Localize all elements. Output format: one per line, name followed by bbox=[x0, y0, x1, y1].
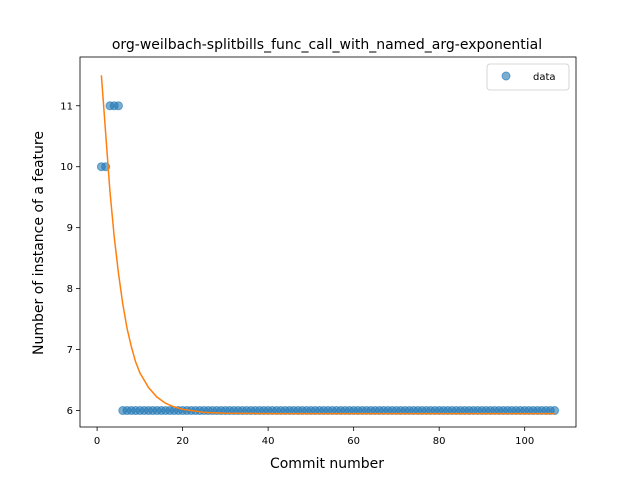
data-point bbox=[550, 406, 560, 416]
y-tick-label: 10 bbox=[60, 162, 73, 173]
x-tick-label: 40 bbox=[262, 436, 275, 447]
y-axis-label: Number of instance of a feature bbox=[31, 131, 47, 355]
legend-box bbox=[486, 63, 570, 91]
chart-title: org-weilbach-splitbills_func_call_with_n… bbox=[112, 37, 542, 53]
x-tick-label: 80 bbox=[433, 436, 446, 447]
y-tick-label: 8 bbox=[67, 284, 73, 295]
y-tick-label: 7 bbox=[67, 345, 73, 356]
legend: data bbox=[486, 63, 570, 91]
y-tick-label: 11 bbox=[60, 101, 73, 112]
x-tick-label: 100 bbox=[515, 436, 534, 447]
data-point bbox=[113, 101, 123, 111]
plot-marks bbox=[96, 75, 560, 416]
x-tick-label: 20 bbox=[176, 436, 189, 447]
axes: 0 20 40 60 80 100 6 7 8 9 10 11 bbox=[60, 56, 577, 447]
legend-marker bbox=[501, 71, 511, 81]
x-tick-label: 0 bbox=[94, 436, 100, 447]
y-tick-label: 9 bbox=[67, 223, 73, 234]
y-tick-label: 6 bbox=[67, 406, 73, 417]
fit-line bbox=[100, 75, 555, 415]
axes-frame bbox=[79, 56, 577, 428]
x-axis-label: Commit number bbox=[270, 456, 384, 472]
legend-label: data bbox=[533, 72, 556, 83]
x-tick-label: 60 bbox=[347, 436, 360, 447]
